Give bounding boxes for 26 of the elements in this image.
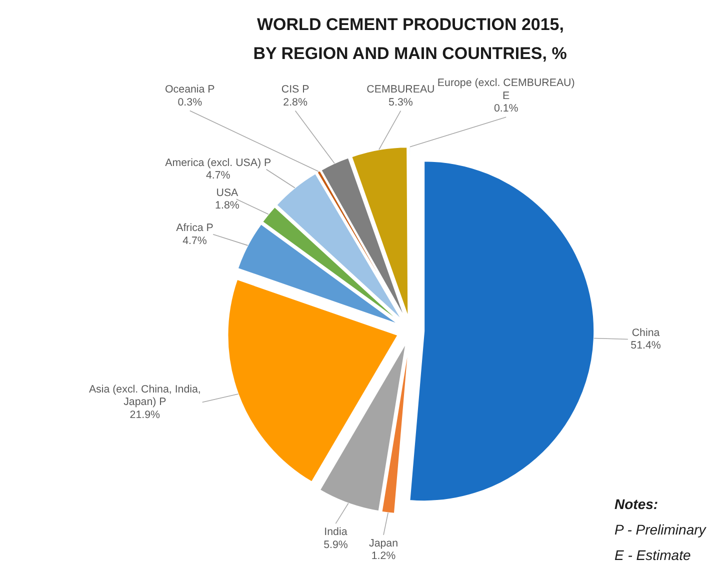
data-label: 2.8% bbox=[283, 96, 308, 108]
slice-label: America (excl. USA) P bbox=[165, 156, 272, 169]
data-label: 0.3% bbox=[178, 96, 203, 108]
data-label: 5.9% bbox=[324, 538, 348, 551]
data-label: 1.8% bbox=[215, 200, 240, 212]
slice-label: CEMBUREAU bbox=[366, 84, 435, 96]
data-label: 4.7% bbox=[206, 170, 231, 182]
data-label: 21.9% bbox=[130, 408, 161, 421]
slice-label: Japan bbox=[369, 537, 398, 550]
slice-label: Oceania P bbox=[165, 84, 215, 96]
data-label: 4.7% bbox=[182, 234, 208, 247]
slice-label: Africa P bbox=[176, 222, 214, 234]
data-label: 1.2% bbox=[371, 550, 396, 562]
data-label: 5.3% bbox=[388, 96, 414, 108]
slice-label: India bbox=[324, 526, 348, 538]
chart-title: WORLD CEMENT PRODUCTION 2015, BY REGION AND MAIN COUNTRIES, % bbox=[253, 15, 567, 63]
text: Notes: bbox=[614, 496, 658, 512]
text: P - Preliminary bbox=[614, 521, 707, 538]
slice-label: USA bbox=[216, 186, 240, 199]
text: E - Estimate bbox=[614, 546, 691, 563]
slice-label: CIS P bbox=[281, 84, 310, 96]
slice-label: Europe (excl. CEMBUREAU) E bbox=[437, 77, 575, 102]
slice-label: Asia (excl. China, India, Japan) P bbox=[88, 383, 201, 408]
data-label: 51.4% bbox=[630, 340, 662, 352]
slice-label: China bbox=[632, 326, 660, 339]
data-label: 0.1% bbox=[494, 102, 519, 115]
